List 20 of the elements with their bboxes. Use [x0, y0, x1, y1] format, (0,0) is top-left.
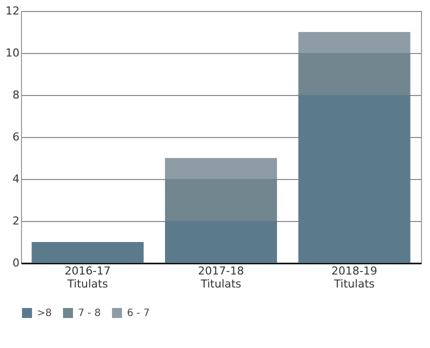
bar: [298, 32, 410, 53]
x-tick-label: 2018-19 Titulats: [331, 264, 378, 290]
bar: [165, 179, 277, 221]
y-tick-label: 8: [12, 88, 20, 102]
bar: [298, 95, 410, 263]
y-tick-label: 4: [12, 172, 20, 186]
y-tick-label: 6: [12, 130, 20, 144]
legend-label: 6 - 7: [127, 308, 150, 319]
bar: [298, 53, 410, 95]
bar: [165, 221, 277, 263]
bar: [165, 158, 277, 179]
y-tick-label: 10: [6, 46, 20, 60]
bar: [32, 242, 144, 263]
x-tick-label: 2017-18 Titulats: [198, 264, 244, 290]
legend-label: 7 - 8: [78, 308, 101, 319]
x-tick-label: 2016-17 Titulats: [64, 264, 111, 290]
y-tick-label: 2: [12, 214, 20, 228]
y-tick-label: 12: [6, 4, 20, 18]
y-tick-label: 0: [12, 256, 20, 270]
legend-label: >8: [37, 308, 52, 319]
